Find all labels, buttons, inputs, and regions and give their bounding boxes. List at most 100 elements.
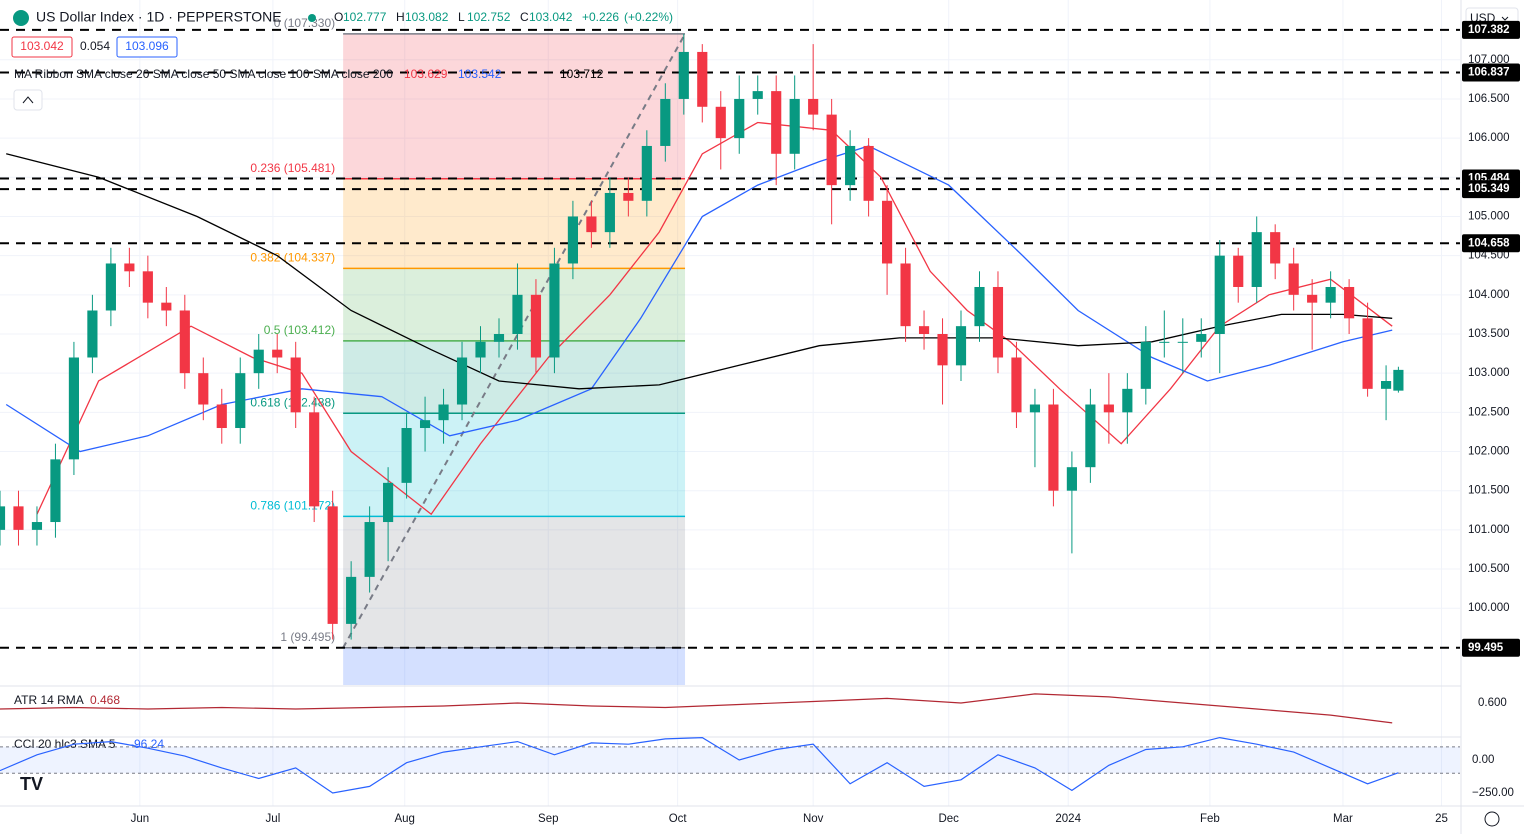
candle-body	[13, 506, 24, 530]
level-label: 104.658	[1468, 237, 1510, 249]
candle-body	[715, 106, 726, 139]
ohlc-legend: O 102.777 H 103.082 L 102.752 C 103.042 +0.226 (+…	[334, 10, 673, 24]
candle-body	[863, 145, 874, 201]
fib-label: 1 (99.495)	[280, 630, 335, 644]
candle-body	[1048, 404, 1059, 491]
change: +0.226	[582, 10, 619, 24]
x-tick-label: Dec	[938, 813, 959, 825]
candle-body	[124, 263, 135, 272]
sell-box[interactable]	[11, 36, 73, 58]
candle-body	[1177, 341, 1188, 343]
candle-body	[290, 357, 301, 413]
candle-body	[1140, 341, 1151, 389]
level-tag	[1462, 20, 1520, 39]
candle-body	[845, 145, 856, 186]
moving-average	[36, 121, 1393, 516]
fib-zone	[343, 516, 686, 648]
candle-body	[1393, 369, 1404, 391]
candle-body	[623, 192, 634, 201]
x-tick-label: Feb	[1200, 813, 1220, 825]
candle-body	[272, 349, 283, 358]
y-tick-label: 100.500	[1468, 563, 1510, 575]
buy-box[interactable]	[116, 36, 178, 58]
fib-zone	[343, 178, 686, 269]
candle-body	[641, 145, 652, 201]
candle-body	[309, 412, 320, 507]
spread: 0.054	[80, 39, 110, 53]
x-tick-label: Oct	[669, 813, 688, 825]
atr-line	[0, 693, 1393, 724]
level-label: 106.837	[1468, 67, 1510, 79]
candle-body	[1066, 467, 1077, 491]
plot-layer: 0 (107.330) 0.236 (105.481) 0.382 (104.337…	[0, 0, 1460, 806]
candle-body	[826, 114, 837, 186]
candle-body	[216, 404, 227, 429]
candle-body	[161, 302, 172, 311]
candle-body	[383, 482, 394, 523]
level-label: 105.349	[1468, 183, 1510, 195]
candle-body	[401, 428, 412, 483]
candle-body	[1307, 294, 1318, 303]
ribbon-value: 103.542	[458, 67, 502, 81]
moving-average	[5, 145, 1393, 453]
candle-body	[105, 263, 116, 311]
candle-body	[808, 98, 819, 115]
settings-icon[interactable]	[1484, 811, 1500, 827]
candle-body	[87, 310, 98, 358]
x-tick-label: 25	[1435, 813, 1448, 825]
candle-body	[364, 522, 375, 577]
candle-body	[438, 404, 449, 421]
symbol: US Dollar Index · 1D · PEPPERSTONE	[36, 9, 282, 25]
candle-body	[697, 51, 708, 107]
collapse-button[interactable]	[13, 89, 43, 111]
fib-label: 0.786 (101.172)	[250, 499, 335, 513]
cci-line	[0, 736, 1399, 794]
candle-body	[253, 349, 264, 374]
candle-body	[235, 373, 246, 429]
change-pct: (+0.22%)	[624, 10, 673, 24]
x-tick-label: Nov	[803, 813, 824, 825]
candle-body	[327, 506, 338, 624]
candle-body	[734, 98, 745, 139]
candle-body	[68, 357, 80, 460]
fib-label: 0.236 (105.481)	[250, 161, 335, 175]
level-tag	[1462, 180, 1520, 199]
cci-tick-label: −250.00	[1472, 787, 1514, 799]
candle-body	[142, 271, 153, 303]
y-tick-label: 104.500	[1468, 250, 1510, 262]
x-tick-label: Jul	[266, 813, 281, 825]
x-tick-label: Mar	[1333, 813, 1353, 825]
level-tag	[1462, 63, 1520, 82]
y-tick-label: 101.500	[1468, 485, 1510, 497]
candle-body	[567, 216, 578, 264]
candle-body	[604, 192, 615, 233]
ohlc-value: 103.042	[529, 10, 573, 24]
y-tick-label: 103.500	[1468, 328, 1510, 340]
candle-body	[937, 333, 948, 366]
candle-body	[1380, 381, 1392, 389]
fib-zone	[343, 647, 686, 685]
fib-label: 0.5 (103.412)	[264, 323, 335, 337]
candle-body	[1344, 286, 1355, 319]
level-label: 99.495	[1468, 642, 1504, 654]
fib-zone	[343, 340, 686, 414]
candle-body	[1011, 357, 1022, 413]
candle-body	[31, 522, 43, 530]
level-label: 107.382	[1468, 24, 1510, 36]
dropdown-icon	[1501, 16, 1509, 21]
ribbon-value: 103.712	[560, 67, 604, 81]
cci-value: -96.24	[130, 737, 164, 751]
ohlc-letter: O	[334, 10, 343, 24]
candle-body	[512, 294, 523, 334]
candle-body	[586, 216, 597, 233]
candle-body	[50, 459, 61, 523]
candle-body	[1214, 255, 1225, 334]
candle-body	[0, 506, 6, 530]
candle-body	[549, 263, 560, 358]
y-tick-label: 105.000	[1468, 211, 1510, 223]
y-tick-label: 101.000	[1468, 524, 1510, 536]
candle-body	[752, 91, 763, 99]
candle-body	[1196, 333, 1207, 342]
